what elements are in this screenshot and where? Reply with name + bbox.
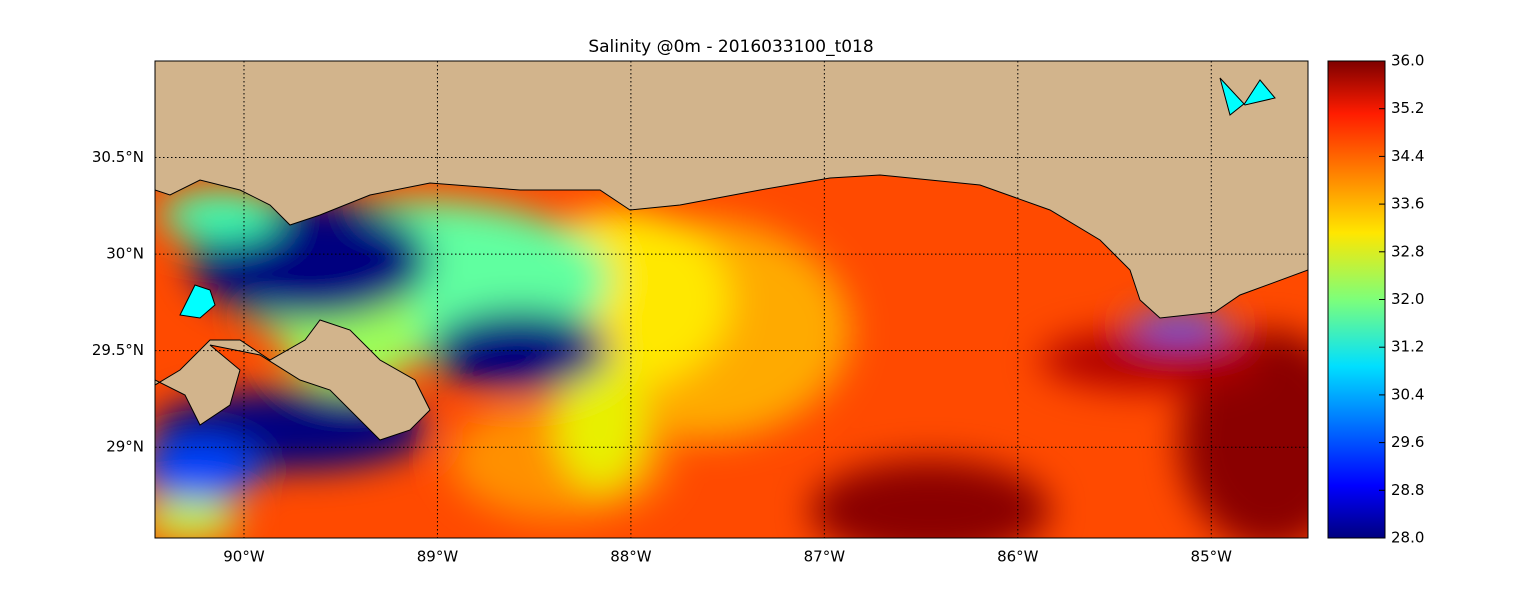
salinity-field [155, 61, 1308, 538]
colorbar-tick-label: 31.2 [1391, 338, 1424, 356]
colorbar-tick-label: 35.2 [1391, 99, 1424, 117]
plot-frame [154, 60, 1309, 539]
chart-title: Salinity @0m - 2016033100_t018 [588, 37, 873, 57]
colorbar-tick-label: 32.8 [1391, 242, 1424, 260]
colorbar-tick-label: 32.0 [1391, 290, 1424, 308]
x-tick-label: 86°W [997, 548, 1039, 566]
y-tick-label: 30.5°N [92, 148, 144, 166]
colorbar-tick-label: 30.4 [1391, 385, 1424, 403]
colorbar [1327, 60, 1386, 539]
y-tick-label: 30°N [106, 245, 144, 263]
x-tick-label: 85°W [1191, 548, 1233, 566]
colorbar-tick-label: 28.0 [1391, 529, 1424, 547]
colorbar-tick-label: 36.0 [1391, 52, 1424, 70]
colorbar-tick-label: 29.6 [1391, 433, 1424, 451]
y-tick-label: 29.5°N [92, 341, 144, 359]
colorbar-tick-label: 33.6 [1391, 195, 1424, 213]
colorbar-tick-label: 28.8 [1391, 481, 1424, 499]
x-tick-label: 90°W [223, 548, 265, 566]
colorbar-tick-label: 34.4 [1391, 147, 1424, 165]
x-tick-label: 87°W [804, 548, 846, 566]
x-tick-label: 89°W [417, 548, 459, 566]
x-tick-label: 88°W [610, 548, 652, 566]
y-tick-label: 29°N [106, 438, 144, 456]
